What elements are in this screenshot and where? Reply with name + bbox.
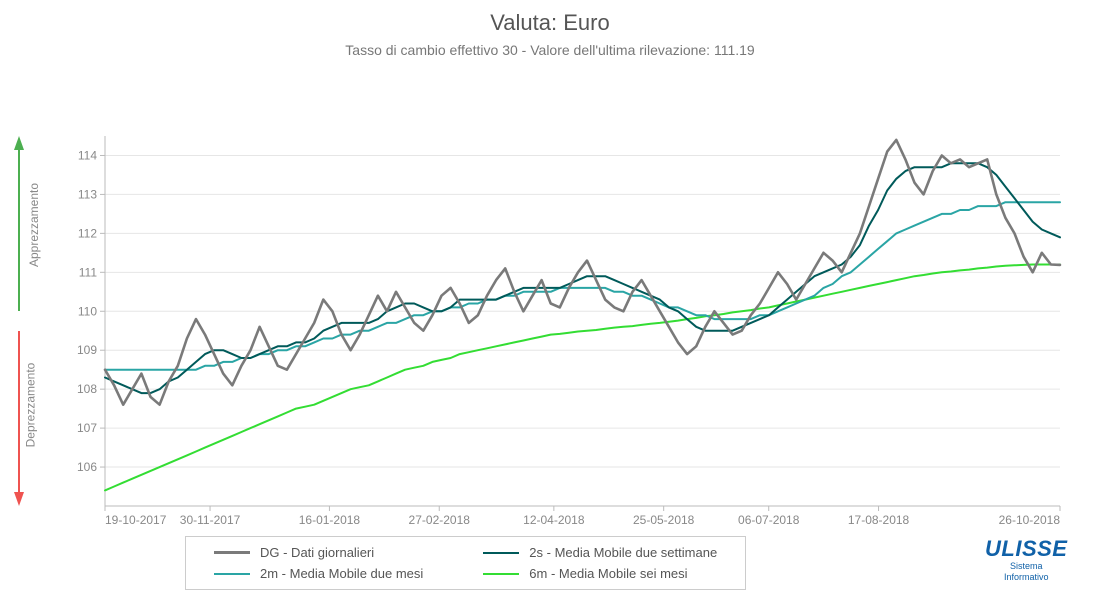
svg-text:27-02-2018: 27-02-2018 <box>409 513 471 527</box>
svg-text:16-01-2018: 16-01-2018 <box>299 513 361 527</box>
svg-text:26-10-2018: 26-10-2018 <box>999 513 1061 527</box>
svg-text:110: 110 <box>78 304 97 318</box>
svg-text:12-04-2018: 12-04-2018 <box>523 513 585 527</box>
legend-swatch <box>214 573 250 575</box>
chart-legend: DG - Dati giornalieri 2s - Media Mobile d… <box>185 536 746 590</box>
legend-label: 6m - Media Mobile sei mesi <box>529 566 687 581</box>
logo-sub2: Informativo <box>985 573 1067 582</box>
svg-text:06-07-2018: 06-07-2018 <box>738 513 800 527</box>
svg-text:108: 108 <box>77 382 97 396</box>
svg-text:109: 109 <box>77 343 97 357</box>
svg-text:111: 111 <box>79 265 98 279</box>
chart-title: Valuta: Euro <box>0 10 1100 36</box>
svg-text:112: 112 <box>78 226 97 240</box>
legend-swatch <box>483 552 519 554</box>
svg-text:113: 113 <box>78 187 97 201</box>
chart-subtitle: Tasso di cambio effettivo 30 - Valore de… <box>0 42 1100 58</box>
legend-label: 2s - Media Mobile due settimane <box>529 545 717 560</box>
svg-text:107: 107 <box>77 421 97 435</box>
svg-text:17-08-2018: 17-08-2018 <box>848 513 910 527</box>
line-chart: 106 107 108 109 110 111 112 113 114 19-10-2017 30-… <box>55 136 1090 546</box>
legend-swatch <box>483 573 519 575</box>
svg-text:19-10-2017: 19-10-2017 <box>105 513 167 527</box>
legend-item: 6m - Media Mobile sei mesi <box>483 566 717 581</box>
deprezzamento-label: Deprezzamento <box>23 363 37 448</box>
legend-item: 2s - Media Mobile due settimane <box>483 545 717 560</box>
legend-item: DG - Dati giornalieri <box>214 545 423 560</box>
logo-sub1: Sistema <box>985 562 1067 571</box>
legend-label: 2m - Media Mobile due mesi <box>260 566 423 581</box>
legend-swatch <box>214 551 250 554</box>
legend-item: 2m - Media Mobile due mesi <box>214 566 423 581</box>
svg-text:114: 114 <box>78 148 97 162</box>
legend-label: DG - Dati giornalieri <box>260 545 374 560</box>
ulisse-logo: ULISSE Sistema Informativo <box>985 538 1067 582</box>
side-arrows <box>10 136 28 506</box>
apprezzamento-label: Apprezzamento <box>27 183 41 267</box>
logo-text: ULISSE <box>985 538 1067 560</box>
chart-container: Apprezzamento Deprezzamento 106 107 108 109… <box>0 58 1100 596</box>
svg-text:106: 106 <box>77 460 97 474</box>
svg-text:25-05-2018: 25-05-2018 <box>633 513 695 527</box>
svg-text:30-11-2017: 30-11-2017 <box>180 513 241 527</box>
